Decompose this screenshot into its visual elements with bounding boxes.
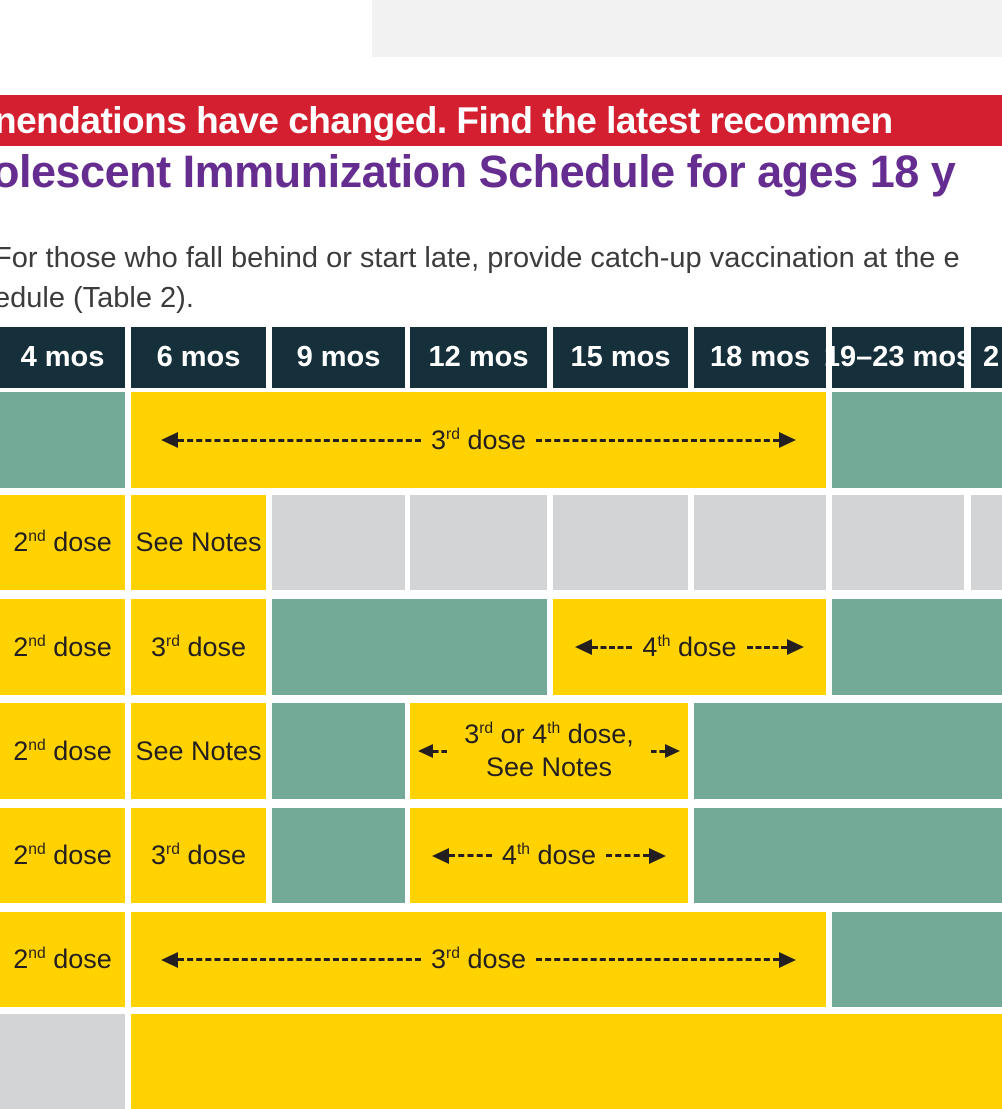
arrow-left-icon: [161, 432, 178, 448]
table-row: 2nd dose 3rd dose 4th dose: [0, 599, 1002, 695]
dose-arrow-cell: 3rd dose: [131, 392, 826, 488]
dose-label-line2: See Notes: [485, 752, 613, 782]
arrow-left-triangle: [418, 744, 433, 758]
column-header-4mos: 4 mos: [0, 327, 125, 388]
arrow-right-triangle: [665, 744, 680, 758]
table-row: 2nd dose 3rd dose 4th dose: [0, 808, 1002, 903]
page-title: olescent Immunization Schedule for ages …: [0, 146, 956, 197]
arrow-right-icon: [651, 744, 680, 758]
alert-banner: nendations have changed. Find the latest…: [0, 95, 1002, 146]
no-recommendation-cell: [971, 495, 1002, 590]
no-recommendation-cell: [553, 495, 688, 590]
dose-label: 3rd dose: [150, 631, 246, 662]
column-header-9mos: 9 mos: [272, 327, 405, 388]
dose-label: 2nd dose: [13, 735, 112, 766]
intro-line-2: edule (Table 2).: [0, 282, 194, 314]
intro-line-1: For those who fall behind or start late,…: [0, 242, 960, 274]
dose-arrow-cell: 4th dose: [410, 808, 688, 903]
dose-arrow-cell: 3rd or 4th dose, See Notes: [410, 703, 688, 799]
alert-banner-text: nendations have changed. Find the latest…: [0, 99, 893, 141]
dashed-line: [449, 854, 492, 857]
range-cell: [694, 703, 1002, 799]
table-row: 2nd dose See Notes: [0, 495, 1002, 590]
dose-cell: [131, 1014, 1002, 1109]
arrow-right-icon: [779, 432, 797, 448]
dose-range-arrow: 4th dose: [553, 599, 826, 695]
no-recommendation-cell: [272, 495, 405, 590]
column-header-12mos: 12 mos: [410, 327, 547, 388]
column-header-18mos: 18 mos: [694, 327, 826, 388]
see-notes-label: See Notes: [135, 527, 262, 557]
range-cell: [694, 808, 1002, 903]
column-header-15mos: 15 mos: [553, 327, 688, 388]
arrow-right-icon: [787, 639, 804, 655]
arrow-right-icon: [649, 847, 666, 864]
arrow-left-icon: [575, 639, 592, 655]
dashed-line: [592, 645, 633, 649]
range-cell: [272, 808, 405, 903]
dashed-line: [536, 438, 780, 442]
dashed-line: [178, 438, 421, 442]
dose-cell: 2nd dose: [0, 599, 125, 695]
dose-range-arrow: 3rd dose: [131, 912, 826, 1007]
dose-label: 2nd dose: [13, 840, 112, 870]
dose-range-arrow: 3rd dose: [131, 392, 826, 488]
dose-label: 2nd dose: [13, 631, 112, 662]
dose-range-arrow: 4th dose: [410, 808, 688, 903]
see-notes-label: See Notes: [135, 735, 262, 766]
range-cell: [832, 599, 1002, 695]
dose-cell: 2nd dose: [0, 912, 125, 1007]
see-notes-cell: See Notes: [131, 495, 266, 590]
range-cell: [272, 703, 405, 799]
table-row: 3rd dose: [0, 392, 1002, 488]
dose-arrow-cell: 4th dose: [553, 599, 826, 695]
dose-cell: 3rd dose: [131, 599, 266, 695]
table-row: 2nd dose See Notes 3rd or 4th dose, See …: [0, 703, 1002, 799]
dashed-line: [433, 749, 447, 753]
no-recommendation-cell: [832, 495, 964, 590]
arrow-left-icon: [161, 951, 178, 968]
dashed-line: [606, 854, 649, 857]
dose-label: 2nd dose: [13, 527, 112, 557]
range-cell: [272, 599, 547, 695]
table-row: 2nd dose 3rd dose: [0, 912, 1002, 1007]
dose-label: 4th dose: [642, 631, 737, 662]
no-recommendation-cell: [410, 495, 547, 590]
no-recommendation-cell: [0, 1014, 125, 1109]
range-cell: [0, 392, 125, 488]
arrow-left-icon: [418, 744, 447, 758]
dose-arrow-cell: 3rd dose: [131, 912, 826, 1007]
column-header-19-23mos: 19–23 mos: [824, 327, 972, 388]
range-cell: [832, 392, 1002, 488]
top-gray-box: [372, 0, 1002, 57]
table-header-row: 4 mos 6 mos 9 mos 12 mos 15 mos 18 mos 1…: [0, 327, 1002, 388]
column-header-6mos: 6 mos: [131, 327, 266, 388]
dose-label: 3rd dose: [150, 840, 246, 870]
intro-paragraph: For those who fall behind or start late,…: [0, 238, 1002, 318]
dose-cell: 2nd dose: [0, 808, 125, 903]
dose-label: 3rd dose: [431, 944, 527, 974]
no-recommendation-cell: [694, 495, 826, 590]
dashed-line: [746, 645, 787, 649]
dose-cell: 3rd dose: [131, 808, 266, 903]
arrow-left-icon: [432, 847, 449, 864]
dashed-line: [536, 958, 780, 961]
table-row: [0, 1014, 1002, 1109]
dose-cell: 2nd dose: [0, 703, 125, 799]
dose-label-line1: 3rd or 4th dose,: [464, 719, 634, 749]
dose-cell: 2nd dose: [0, 495, 125, 590]
arrow-right-icon: [779, 951, 797, 968]
dose-label: 3rd dose: [431, 424, 527, 455]
dashed-line: [651, 749, 665, 753]
dashed-line: [178, 958, 421, 961]
dose-label: 4th dose: [501, 840, 597, 870]
dose-label: 2nd dose: [13, 944, 112, 974]
column-header-2yrs-partial: 2: [971, 327, 1002, 388]
range-cell: [832, 912, 1002, 1007]
see-notes-cell: See Notes: [131, 703, 266, 799]
